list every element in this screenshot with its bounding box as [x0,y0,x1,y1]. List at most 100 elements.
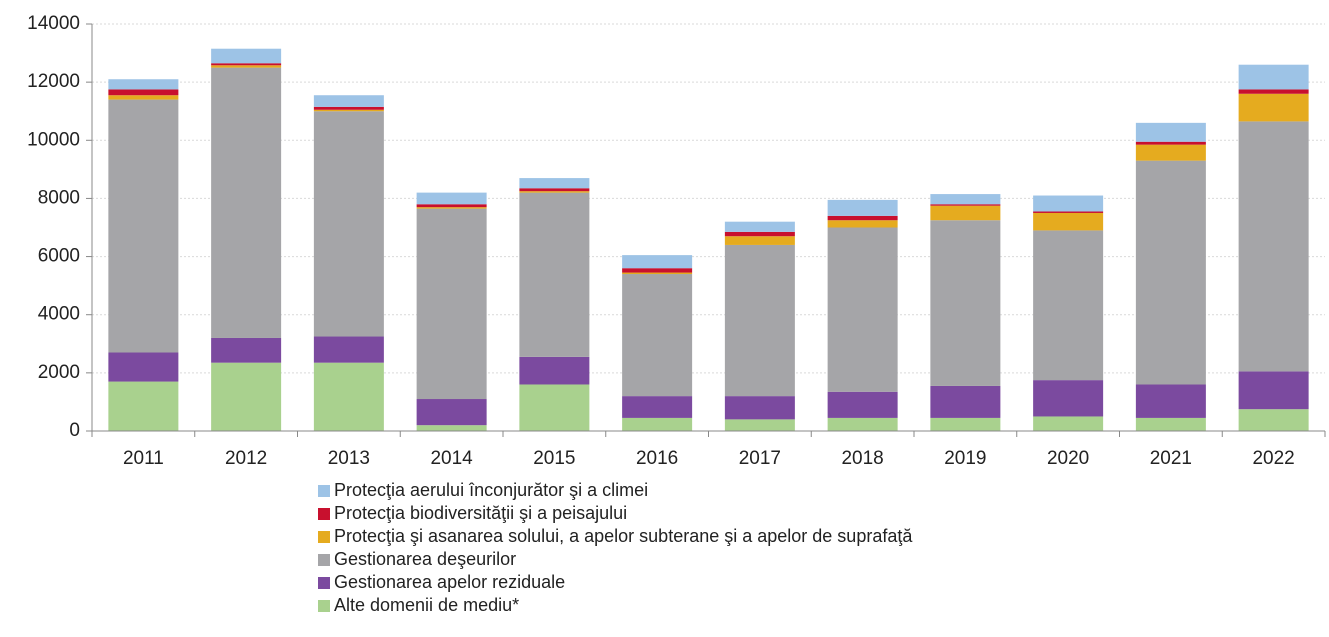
legend-swatch [318,531,330,543]
bar-segment [1135,141,1206,145]
bar-segment [211,48,282,64]
bar-segment [519,191,590,193]
bar-segment [416,204,487,208]
bar-segment [1033,416,1104,431]
bar-segment [930,194,1001,205]
y-tick-label: 4000 [38,304,80,325]
bar-segment [622,255,693,269]
bar-segment [724,221,795,232]
x-tick-label: 2014 [430,448,473,469]
bar-segment [1238,93,1309,122]
legend-label: Alte domenii de mediu* [334,595,519,615]
bar-segment [313,109,384,112]
bar-segment [313,362,384,431]
bar-segment [1135,122,1206,142]
bar-segment [1135,160,1206,385]
bar-segment [1135,417,1206,431]
bar-segment [827,227,898,392]
legend-label: Gestionarea deşeurilor [334,549,516,569]
y-tick-label: 6000 [38,246,80,267]
x-tick-label: 2017 [739,448,781,469]
bar-segment [930,385,1001,418]
bar-segment [416,399,487,426]
bar-segment [724,231,795,237]
bar-segment [622,272,693,275]
bar-segment [930,220,1001,386]
legend-swatch [318,508,330,520]
bar-segment [827,417,898,431]
bar-segment [1033,211,1104,213]
bar-segment [930,417,1001,431]
bar-segment [1238,121,1309,372]
bar-segment [211,337,282,363]
bar-segment [108,99,179,353]
bar-segment [519,188,590,192]
bar-segment [108,95,179,100]
bar-segment [416,425,487,431]
bar-segment [930,205,1001,221]
bar-segment [313,111,384,337]
y-tick-label: 12000 [27,71,80,92]
bar-segment [1238,64,1309,90]
x-tick-label: 2016 [636,448,678,469]
legend-swatch [318,577,330,589]
bar-segment [827,391,898,418]
x-tick-label: 2015 [533,448,575,469]
bar-segment [622,417,693,431]
bar-segment [827,220,898,228]
x-tick-label: 2022 [1252,448,1294,469]
legend-label: Protecţia biodiversităţii şi a peisajulu… [334,503,627,523]
bar-segment [622,396,693,418]
bar-segment [724,236,795,245]
x-tick-label: 2011 [123,448,164,469]
y-tick-label: 2000 [38,362,80,383]
bar-segment [313,95,384,107]
bar-segment [724,396,795,420]
bar-segment [622,268,693,273]
x-tick-label: 2018 [841,448,883,469]
legend-label: Protecţia şi asanarea solului, a apelor … [334,526,913,546]
bar-segment [519,192,590,357]
legend-swatch [318,554,330,566]
y-tick-label: 0 [69,420,80,441]
bar-segment [1033,195,1104,212]
y-tick-label: 10000 [27,129,80,150]
bar-segment [211,67,282,338]
bar-segment [1135,144,1206,161]
x-tick-label: 2013 [328,448,370,469]
bar-segment [1238,409,1309,431]
bar-segment [519,356,590,385]
bar-segment [211,362,282,431]
bar-segment [416,208,487,400]
bar-segment [211,65,282,68]
y-tick-label: 14000 [27,13,80,34]
bar-segment [724,419,795,431]
bar-segment [416,207,487,209]
bar-segment [724,244,795,397]
bar-segment [108,79,179,90]
bar-segment [211,63,282,66]
bar-segment [108,89,179,96]
bar-segment [1033,212,1104,231]
x-tick-label: 2020 [1047,448,1089,469]
bar-segment [519,178,590,189]
bar-segment [313,106,384,110]
bar-segment [1033,230,1104,381]
y-tick-label: 8000 [38,187,80,208]
bar-segment [827,199,898,216]
legend-label: Protecţia aerului înconjurător şi a clim… [334,480,648,500]
bar-segment [1033,380,1104,417]
x-tick-label: 2019 [944,448,986,469]
bar-segment [108,352,179,382]
legend-label: Gestionarea apelor reziduale [334,572,565,592]
legend-swatch [318,600,330,612]
x-tick-label: 2021 [1150,448,1192,469]
bar-segment [930,204,1001,206]
legend-swatch [318,485,330,497]
bar-segment [1238,371,1309,410]
bar-segment [1135,384,1206,418]
bar-segment [313,336,384,363]
bar-segment [416,192,487,205]
bar-segment [622,274,693,397]
